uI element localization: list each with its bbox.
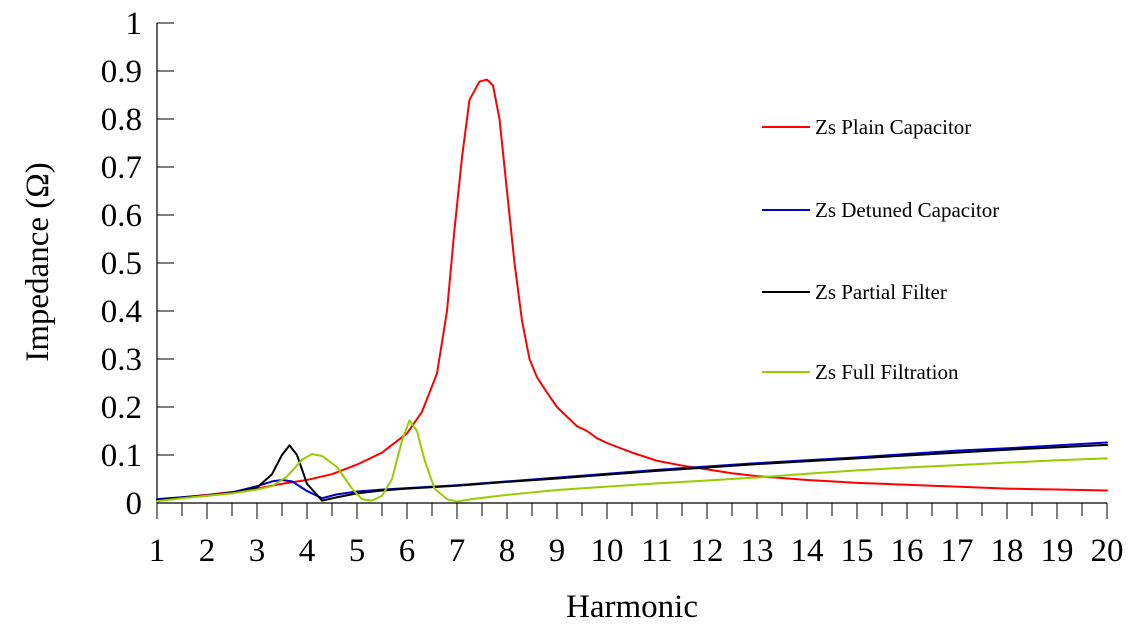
y-axis-title: Impedance (Ω) <box>20 162 56 362</box>
legend-label-4: Zs Full Filtration <box>815 360 959 384</box>
legend-label-1: Zs Plain Capacitor <box>815 115 971 139</box>
axes: 00.10.20.30.40.50.60.70.80.911 2 3 4 5 6 7 8 9 10… <box>101 6 1124 569</box>
series-line-4 <box>156 419 1108 503</box>
x-tick-label: 3 <box>249 533 266 569</box>
x-tick-label: 9 <box>549 533 566 569</box>
x-tick-label: 12 <box>691 533 724 569</box>
x-tick-label: 20 <box>1091 533 1124 569</box>
x-tick-label: 6 <box>399 533 416 569</box>
y-tick-label: 0 <box>126 486 143 522</box>
y-tick-label: 0.4 <box>101 294 142 330</box>
y-tick-label: 0.6 <box>101 198 142 234</box>
x-tick-label: 1 <box>149 533 166 569</box>
x-tick-label: 16 <box>891 533 924 569</box>
x-tick-label: 5 <box>349 533 366 569</box>
y-tick-label: 0.3 <box>101 342 142 378</box>
y-tick-label: 0.9 <box>101 54 142 90</box>
x-tick-label: 19 <box>1041 533 1074 569</box>
x-tick-label: 7 <box>449 533 466 569</box>
x-tick-label: 17 <box>941 533 974 569</box>
x-tick-label: 4 <box>299 533 316 569</box>
x-tick-label: 10 <box>591 533 624 569</box>
y-tick-label: 0.5 <box>101 246 142 282</box>
x-tick-label: 14 <box>791 533 824 569</box>
series-layer <box>156 78 1108 503</box>
y-tick-label: 0.7 <box>101 150 142 186</box>
y-tick-label: 1 <box>126 6 143 42</box>
y-tick-label: 0.8 <box>101 102 142 138</box>
y-tick-label: 0.2 <box>101 390 142 426</box>
legend: Zs Plain Capacitor Zs Detuned Capacitor Zs… <box>762 115 999 384</box>
x-tick-label: 18 <box>991 533 1024 569</box>
series-line-3 <box>156 443 1108 502</box>
x-tick-label: 2 <box>199 533 216 569</box>
series-line-1 <box>156 78 1108 502</box>
x-tick-label: 13 <box>741 533 774 569</box>
legend-label-3: Zs Partial Filter <box>815 280 947 304</box>
x-tick-label: 15 <box>841 533 874 569</box>
legend-label-2: Zs Detuned Capacitor <box>815 198 999 222</box>
x-tick-label: 11 <box>641 533 673 569</box>
series-line-2 <box>156 441 1108 501</box>
y-tick-label: 0.1 <box>101 438 142 474</box>
x-tick-label: 8 <box>499 533 516 569</box>
x-axis-title: Harmonic <box>566 589 698 625</box>
